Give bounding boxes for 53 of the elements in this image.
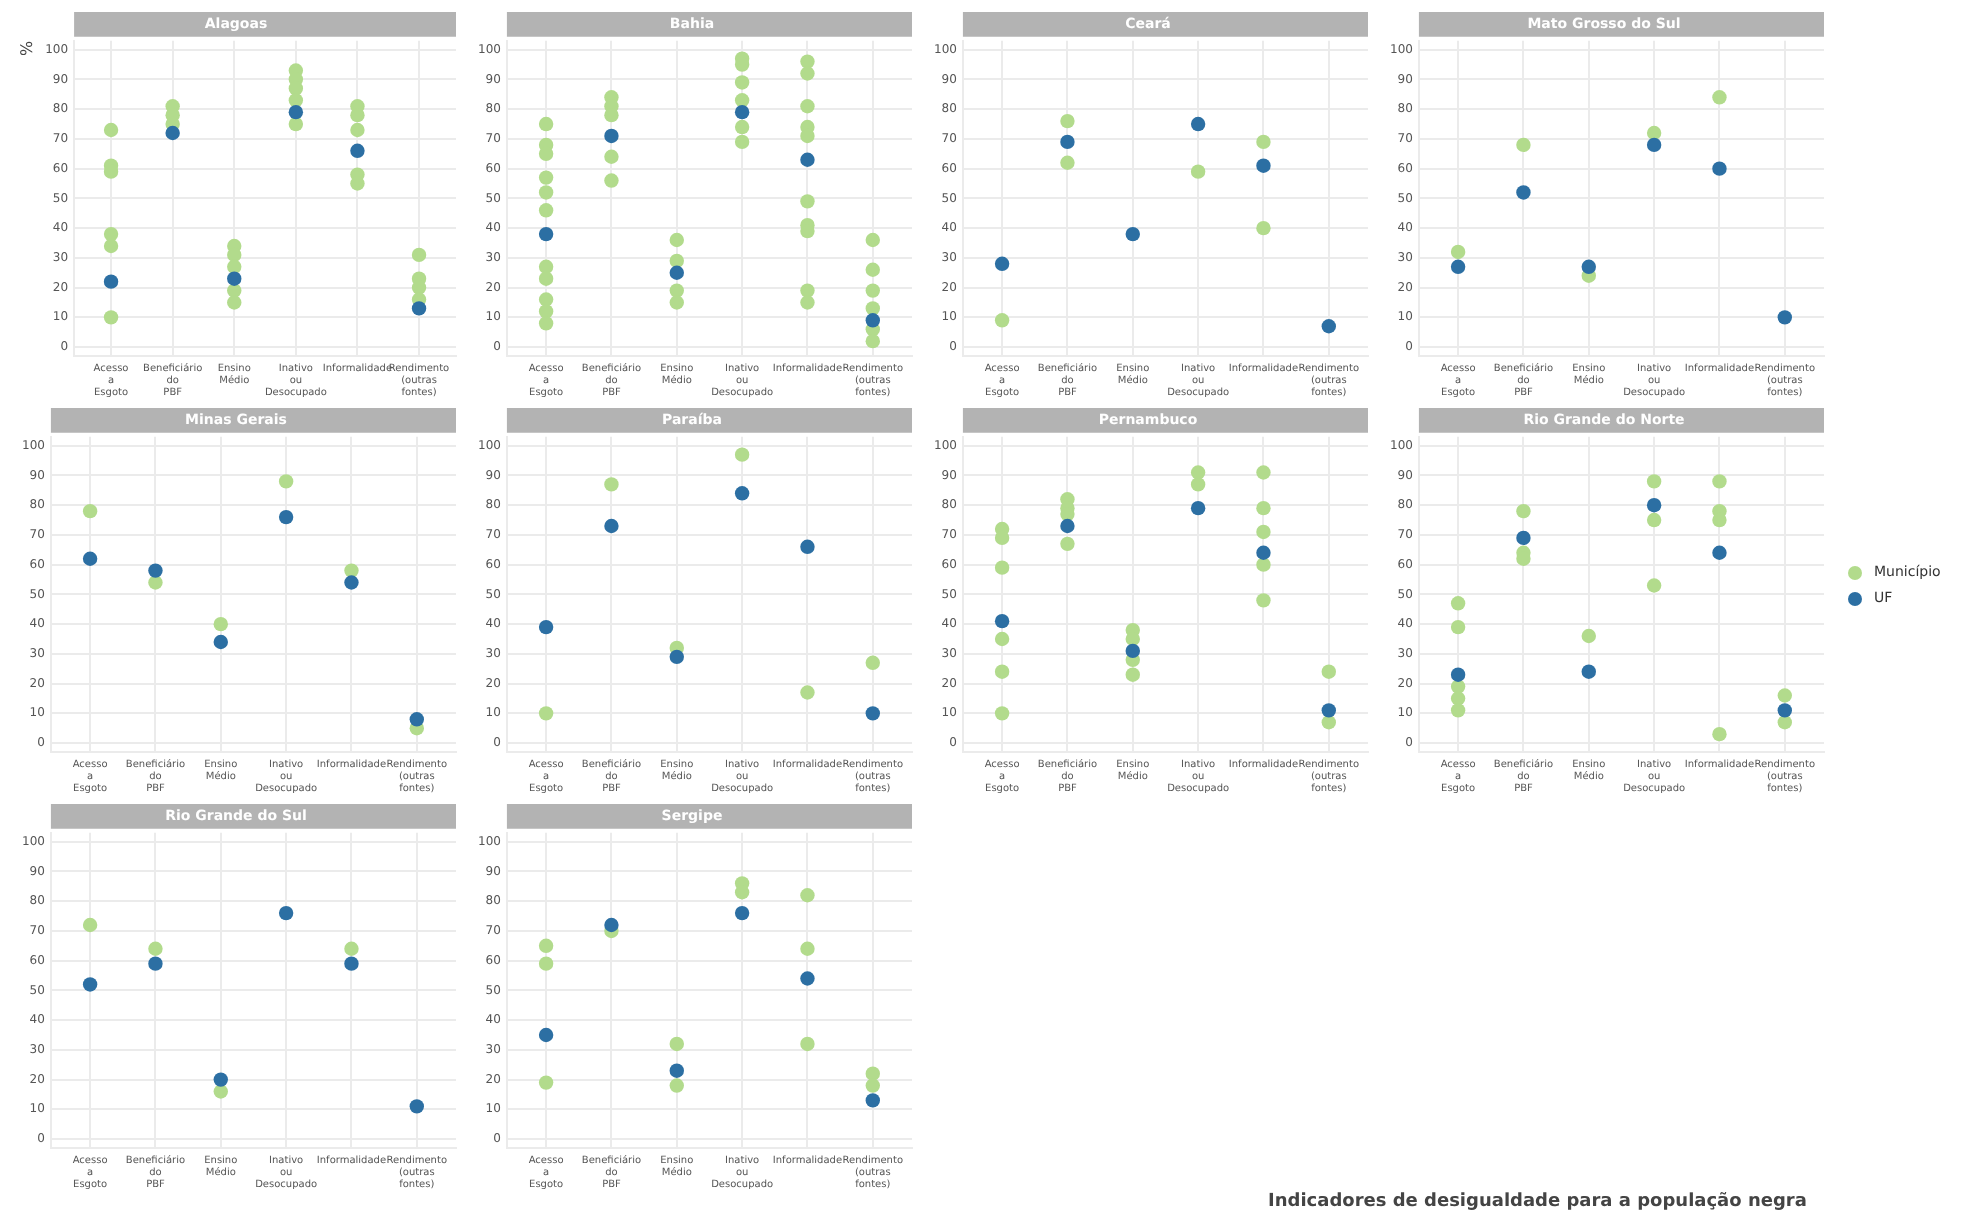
point xyxy=(1125,226,1140,242)
point xyxy=(1450,244,1466,260)
point xyxy=(213,634,228,650)
point xyxy=(409,1099,424,1114)
point xyxy=(278,474,294,489)
point xyxy=(82,917,98,933)
point xyxy=(82,977,98,992)
point xyxy=(1516,185,1531,200)
point xyxy=(1060,134,1075,150)
point xyxy=(278,905,294,921)
point xyxy=(734,486,750,501)
point xyxy=(1256,158,1271,173)
point xyxy=(800,539,815,555)
point xyxy=(1256,134,1271,150)
point xyxy=(409,712,424,727)
point xyxy=(213,1072,228,1087)
point xyxy=(994,256,1010,272)
point xyxy=(213,616,228,632)
point xyxy=(1516,137,1531,153)
point xyxy=(538,619,554,635)
point xyxy=(344,575,359,590)
point xyxy=(734,447,750,462)
point xyxy=(669,649,684,665)
point xyxy=(278,509,294,525)
point xyxy=(1712,161,1727,176)
point xyxy=(213,1084,228,1099)
point xyxy=(148,941,163,956)
point xyxy=(1190,116,1206,132)
point xyxy=(865,706,880,721)
point xyxy=(344,956,359,971)
point xyxy=(994,313,1010,328)
point xyxy=(1060,113,1075,129)
point xyxy=(1646,125,1662,141)
point xyxy=(865,655,880,670)
point xyxy=(148,575,163,590)
point xyxy=(148,563,163,578)
point xyxy=(1190,164,1206,179)
point xyxy=(82,551,98,566)
point xyxy=(1646,137,1662,153)
point xyxy=(1777,310,1792,325)
point xyxy=(148,956,163,971)
point xyxy=(82,503,98,519)
y-axis-title: % xyxy=(17,40,36,57)
point xyxy=(344,941,359,956)
point xyxy=(538,706,554,721)
point xyxy=(1581,259,1596,274)
text: Indicadores de desigualdade para a população negra xyxy=(1268,1192,1807,1212)
point xyxy=(1712,90,1727,105)
point xyxy=(1450,259,1466,274)
point xyxy=(604,518,619,534)
point xyxy=(1321,319,1336,334)
point xyxy=(604,477,619,492)
point xyxy=(800,685,815,700)
